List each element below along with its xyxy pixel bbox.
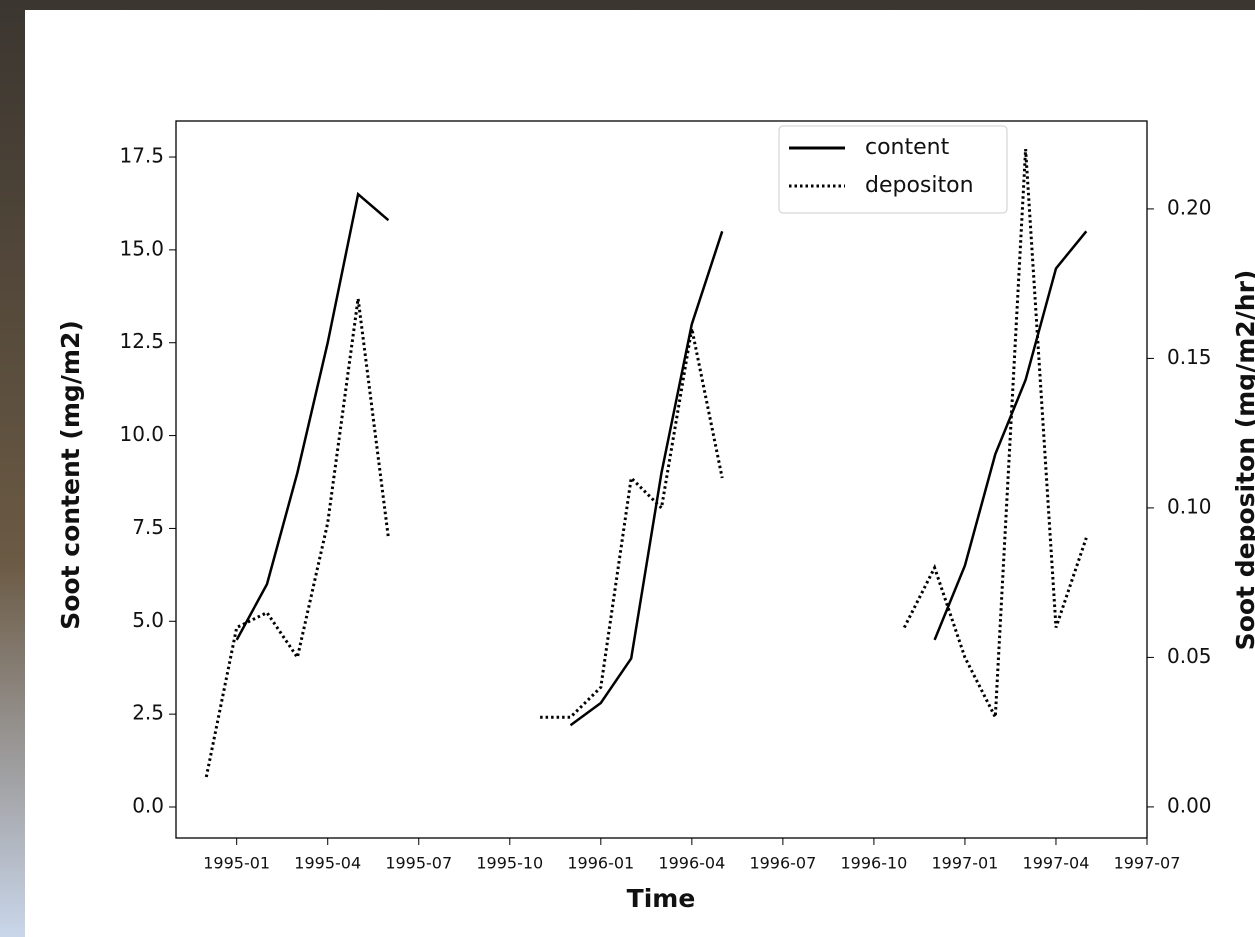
x-tick-label: 1995-04 xyxy=(294,854,361,873)
x-tick-label: 1996-10 xyxy=(840,854,907,873)
x-tick-label: 1995-10 xyxy=(476,854,543,873)
x-tick-label: 1995-07 xyxy=(385,854,452,873)
y-tick-label: 17.5 xyxy=(119,144,164,168)
y2-axis-label: Soot depositon (mg/m2/hr) xyxy=(1231,270,1255,651)
x-tick-label: 1997-01 xyxy=(932,854,999,873)
y2-tick-label: 0.15 xyxy=(1167,345,1212,369)
x-tick-label: 1996-07 xyxy=(749,854,816,873)
y-tick-label: 0.0 xyxy=(132,793,164,817)
x-tick-label: 1997-07 xyxy=(1114,854,1181,873)
plot-frame xyxy=(175,120,1148,839)
series-line xyxy=(204,149,1088,778)
legend-label: content xyxy=(865,135,950,160)
y-axis-label: Soot content (mg/m2) xyxy=(56,320,85,630)
y2-tick-label: 0.00 xyxy=(1167,793,1212,817)
x-tick-label: 1996-04 xyxy=(658,854,725,873)
y2-tick-label: 0.05 xyxy=(1167,644,1212,668)
y-tick-label: 12.5 xyxy=(119,329,164,353)
y2-tick-label: 0.10 xyxy=(1167,494,1212,518)
y-tick-label: 2.5 xyxy=(132,701,164,725)
legend-label: depositon xyxy=(865,173,974,198)
y-tick-label: 5.0 xyxy=(132,608,164,632)
y2-tick-label: 0.20 xyxy=(1167,195,1212,219)
x-axis-label: Time xyxy=(627,884,696,913)
figure-panel xyxy=(25,10,1255,937)
y-tick-label: 10.0 xyxy=(119,422,164,446)
y-tick-label: 15.0 xyxy=(119,236,164,260)
x-tick-label: 1996-01 xyxy=(567,854,634,873)
y-tick-label: 7.5 xyxy=(132,515,164,539)
x-tick-label: 1997-04 xyxy=(1023,854,1090,873)
x-tick-label: 1995-01 xyxy=(203,854,270,873)
